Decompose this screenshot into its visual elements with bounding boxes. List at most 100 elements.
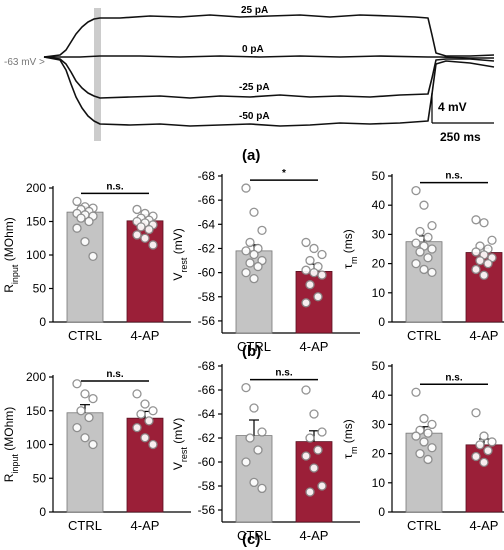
data-point (411, 258, 421, 269)
data-point (132, 389, 142, 399)
y-tick-label: 50 (372, 359, 386, 373)
y-tick-label: 0 (39, 315, 46, 329)
data-point (245, 237, 255, 248)
data-point (241, 246, 251, 256)
data-point (423, 454, 433, 465)
data-point (72, 422, 82, 433)
current-label-25: 25 pA (241, 5, 268, 16)
data-point (241, 183, 251, 193)
y-axis-title: Rinput (MOhm) (2, 407, 20, 483)
data-point (317, 481, 327, 491)
y-tick-label: 40 (372, 198, 386, 212)
y-axis-title: Vrest (mV) (171, 228, 189, 280)
y-tick-label: 10 (372, 476, 386, 490)
y-tick-label: 50 (33, 282, 47, 296)
data-point (309, 463, 319, 473)
data-point (471, 247, 481, 257)
scale-v-label: 4 mV (438, 100, 467, 114)
data-point (76, 406, 86, 416)
y-axis-title-main: R (2, 284, 16, 293)
y-tick-label: 30 (372, 417, 386, 431)
data-point (301, 265, 311, 275)
data-point (471, 215, 481, 225)
trace-25pA (43, 14, 495, 58)
x-category-label: CTRL (407, 518, 441, 533)
data-point (241, 267, 251, 278)
data-point (471, 451, 481, 462)
y-axis-title: τm (ms) (341, 419, 359, 459)
y-tick-label: -68 (198, 359, 216, 373)
y-tick-label: -58 (198, 479, 216, 493)
data-point (72, 379, 82, 389)
x-category-label: 4-AP (131, 518, 160, 533)
y-axis-title-sub: rest (179, 447, 189, 463)
chart-c1: 0 50 100 150 200 Rinput (MOhm) CTRL 4-AP n.s. (2, 369, 191, 533)
y-tick-label: -62 (198, 241, 216, 255)
y-tick-label: 30 (372, 227, 386, 241)
data-point (313, 292, 323, 302)
y-tick-label: 100 (26, 438, 46, 452)
significance-label: n.s. (275, 368, 292, 379)
data-point (487, 235, 497, 245)
data-point (305, 255, 315, 266)
y-axis-title-sub: rest (179, 257, 189, 273)
data-point (427, 419, 437, 430)
data-point (88, 251, 98, 261)
chart-c2: -56 -58 -60 -62 -64 -66 -68 Vrest (mV) CTRL 4-AP n… (171, 359, 360, 543)
data-point (253, 261, 263, 272)
data-point (249, 477, 259, 488)
data-point (80, 236, 90, 247)
chart-c3: 0 10 20 30 40 50 τm (ms) CTRL 4-AP n.s. (341, 359, 504, 533)
y-axis-title-unit: (mV) (171, 418, 185, 447)
data-point (132, 204, 142, 215)
data-point (487, 437, 497, 447)
data-point (140, 399, 150, 409)
data-point (84, 216, 94, 227)
data-point (132, 230, 142, 240)
y-tick-label: 200 (26, 370, 46, 384)
panel-a-traces: -63 mV > 25 pA 0 pA -25 pA -50 pA 4 mV 2… (4, 5, 495, 164)
data-point (309, 409, 319, 419)
x-category-label: 4-AP (470, 328, 499, 343)
y-tick-label: 0 (39, 505, 46, 519)
data-point (483, 446, 493, 456)
y-axis-title-sub: m (349, 447, 359, 455)
significance-label: n.s. (106, 181, 123, 192)
bar-4ap (126, 417, 164, 513)
current-label-0: 0 pA (242, 44, 264, 55)
data-point (136, 222, 146, 232)
x-category-label: 4-AP (300, 339, 329, 354)
stimulus-marker-band (94, 8, 101, 141)
panel-c-label: (c) (242, 531, 260, 548)
data-point (411, 431, 421, 441)
data-point (249, 249, 259, 260)
data-point (427, 220, 437, 231)
data-point (132, 422, 142, 433)
data-point (411, 387, 421, 397)
y-axis-title-unit: (MOhm) (2, 407, 16, 454)
bar-4ap (295, 441, 333, 523)
data-point (88, 393, 98, 404)
data-point (148, 240, 158, 250)
y-axis-title-unit: (ms) (341, 419, 355, 446)
scale-t-label: 250 ms (440, 130, 481, 144)
x-category-label: 4-AP (470, 518, 499, 533)
data-point (427, 267, 437, 278)
y-axis-title-main: τ (341, 264, 355, 269)
data-point (84, 412, 94, 423)
y-axis-title-sub: input (10, 264, 20, 284)
data-point (427, 244, 437, 254)
data-point (148, 439, 158, 450)
data-point (317, 249, 327, 260)
y-tick-label: -66 (198, 193, 216, 207)
y-axis-title-main: V (171, 273, 185, 281)
data-point (88, 439, 98, 450)
data-point (72, 196, 82, 207)
data-point (423, 253, 433, 263)
y-tick-label: 0 (378, 505, 385, 519)
y-axis-title: Rinput (MOhm) (2, 217, 20, 293)
data-point (317, 270, 327, 280)
data-point (419, 437, 429, 447)
x-category-label: 4-AP (300, 528, 329, 543)
